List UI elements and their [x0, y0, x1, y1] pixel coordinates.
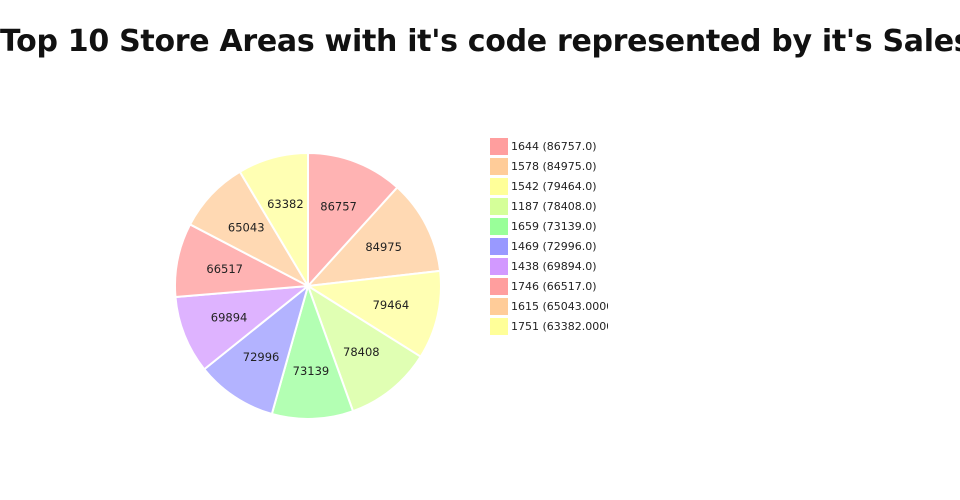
- legend-swatch: [490, 157, 508, 175]
- legend-label: 1644 (86757.0): [511, 139, 597, 153]
- pie-slice-1578: [305, 186, 442, 288]
- pie-slice-1469: [202, 283, 310, 416]
- pie-slice-1644: [307, 151, 399, 289]
- legend-item-1187: 1187 (78408.0): [490, 196, 608, 216]
- legend-item-1469: 1469 (72996.0): [490, 236, 608, 256]
- legend-swatch: [490, 137, 508, 155]
- legend-swatch: [490, 277, 508, 295]
- legend-label: 1187 (78408.0): [511, 199, 597, 213]
- slice-label-1659: 73139: [293, 364, 330, 378]
- slice-label-1751: 63382: [267, 197, 304, 211]
- slice-label-1542: 79464: [373, 298, 410, 312]
- legend-swatch: [490, 217, 508, 235]
- slice-label-1578: 84975: [365, 240, 402, 254]
- legend-label: 1578 (84975.0): [511, 159, 597, 173]
- legend-label: 1615 (65043.0000: [511, 299, 608, 313]
- chart-legend: 1644 (86757.0) 1578 (84975.0) 1542 (79464.…: [490, 136, 608, 336]
- slice-label-1438: 69894: [211, 310, 248, 324]
- pie-slice-1187: [306, 283, 423, 413]
- legend-swatch: [490, 297, 508, 315]
- legend-item-1578: 1578 (84975.0): [490, 156, 608, 176]
- legend-label: 1746 (66517.0): [511, 279, 597, 293]
- legend-item-1438: 1438 (69894.0): [490, 256, 608, 276]
- slice-label-1644: 86757: [320, 200, 357, 214]
- legend-item-1615: 1615 (65043.0000: [490, 296, 608, 316]
- pie-slice-1751: [238, 151, 309, 290]
- pie-slice-1438: [174, 284, 312, 371]
- slice-label-1746: 66517: [206, 262, 243, 276]
- chart-title: Top 10 Store Areas with it's code repres…: [0, 24, 960, 59]
- slice-label-1615: 65043: [228, 221, 265, 235]
- legend-swatch: [490, 177, 508, 195]
- legend-swatch: [490, 197, 508, 215]
- legend-item-1751: 1751 (63382.0000: [490, 316, 608, 336]
- legend-swatch: [490, 317, 508, 335]
- legend-label: 1438 (69894.0): [511, 259, 597, 273]
- legend-label: 1751 (63382.0000: [511, 319, 608, 333]
- legend-item-1659: 1659 (73139.0): [490, 216, 608, 236]
- pie-slice-1659: [270, 282, 355, 420]
- legend-label: 1659 (73139.0): [511, 219, 597, 233]
- legend-item-1644: 1644 (86757.0): [490, 136, 608, 156]
- legend-label: 1542 (79464.0): [511, 179, 597, 193]
- legend-swatch: [490, 257, 508, 275]
- legend-item-1746: 1746 (66517.0): [490, 276, 608, 296]
- slice-label-1187: 78408: [343, 345, 380, 359]
- pie-slice-1542: [305, 269, 442, 359]
- slice-label-1469: 72996: [243, 350, 280, 364]
- legend-swatch: [490, 237, 508, 255]
- legend-item-1542: 1542 (79464.0): [490, 176, 608, 196]
- legend-label: 1469 (72996.0): [511, 239, 597, 253]
